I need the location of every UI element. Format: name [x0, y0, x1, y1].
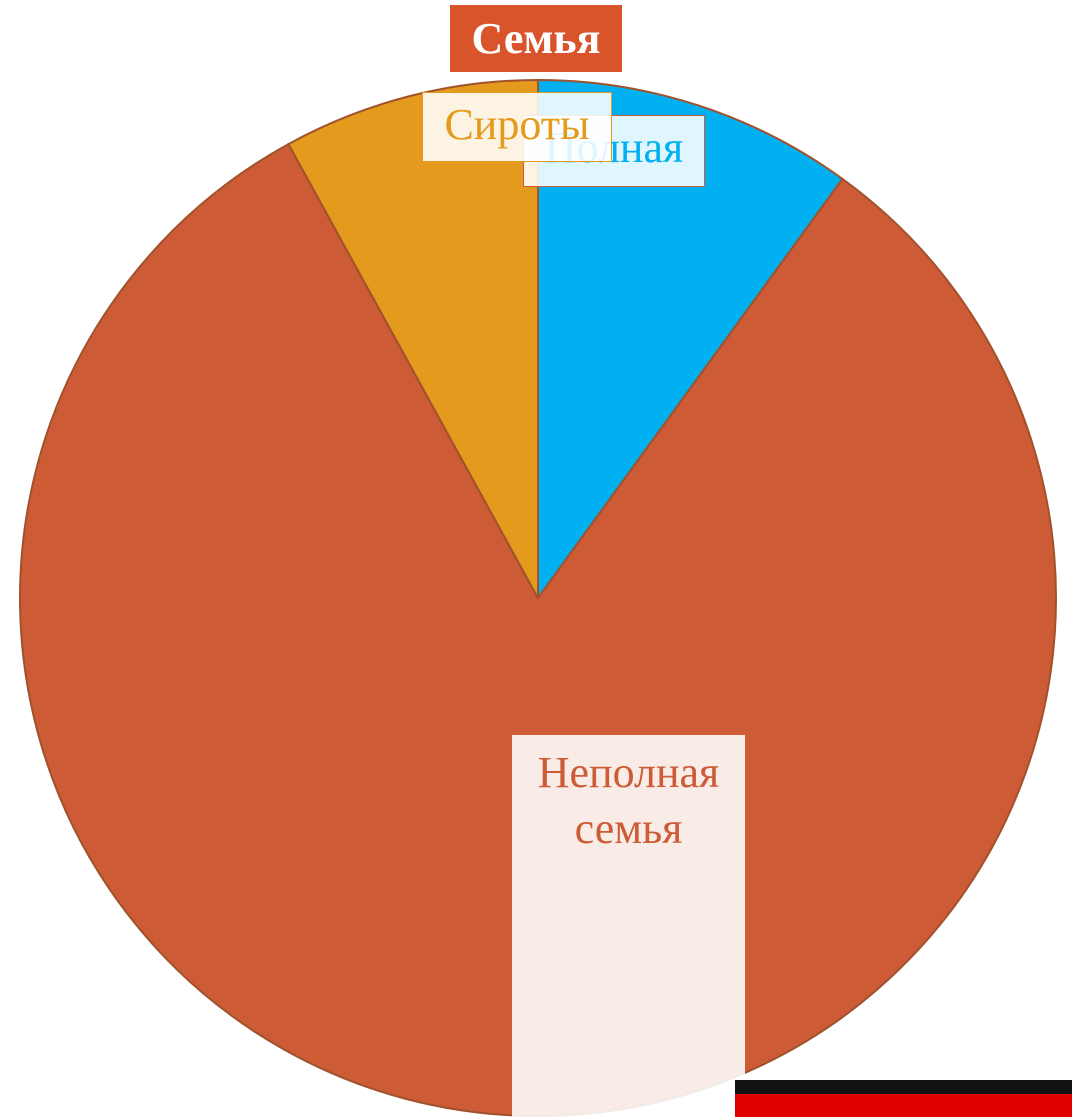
pie-slice: [287, 78, 539, 599]
slice-label: Полная: [523, 115, 705, 187]
slice-label: Неполная семья: [512, 735, 745, 1117]
pie-slice: [537, 78, 844, 602]
chart-title: Семья: [450, 5, 622, 72]
decorative-image: [735, 1080, 1072, 1117]
pie-slice: [19, 142, 1057, 1117]
slice-label: Сироты: [422, 92, 612, 162]
